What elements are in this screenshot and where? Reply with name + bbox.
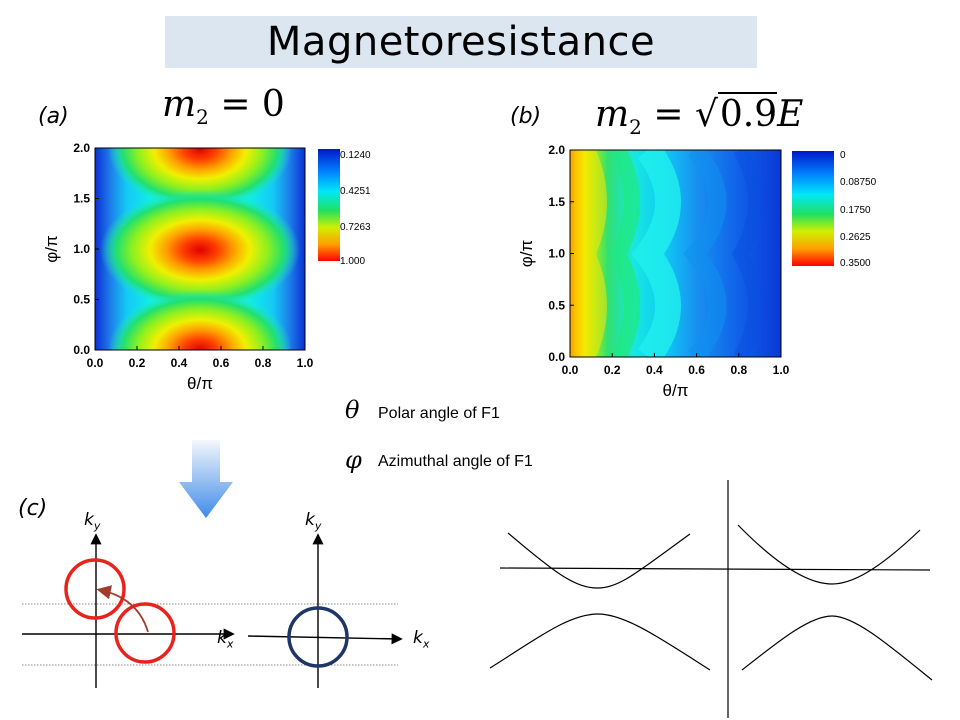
energy-level-line xyxy=(499,567,931,571)
x-axis-label: θ/π xyxy=(187,374,213,393)
eq-b-subscript: 2 xyxy=(629,115,642,140)
shifted-fermi-circle xyxy=(64,558,126,620)
lower-band-left xyxy=(489,613,711,671)
eq-a-rhs: = 0 xyxy=(220,84,285,125)
colorbar-b-tick: 0.2625 xyxy=(840,232,871,243)
heatmap-a-axes: 0.0 0.2 0.4 0.6 0.8 1.0 0.0 0.5 1.0 1.5 2.0 θ/π φ/π xyxy=(42,141,314,393)
ky-left-sub: y xyxy=(93,519,101,533)
kx-label-left: kx xyxy=(217,628,233,650)
panel-b-equation: m2 = √0.9E xyxy=(595,92,804,140)
colorbar-b-tick: 0.3500 xyxy=(840,258,871,269)
x-tick-label: 0.2 xyxy=(129,356,146,370)
y-tick-label: 2.0 xyxy=(73,141,90,155)
colorbar-a-tick: 0.4251 xyxy=(340,186,371,197)
heatmap-b-plot xyxy=(570,150,781,357)
x-tick-label: 0.0 xyxy=(562,363,579,377)
x-tick-label: 1.0 xyxy=(773,363,790,377)
band-structure-diagram xyxy=(489,480,933,718)
eq-a-subscript: 2 xyxy=(196,105,209,130)
x-tick-label: 0.8 xyxy=(255,356,272,370)
colorbar-b-tick: 0.1750 xyxy=(840,205,871,216)
theta-symbol: θ xyxy=(345,396,360,424)
eq-b-symbol: m xyxy=(595,94,630,135)
fermi-circle-diagram xyxy=(22,533,403,688)
y-tick-label: 0.0 xyxy=(548,350,565,364)
y-tick-label: 1.0 xyxy=(73,242,90,256)
lower-band-right xyxy=(741,615,933,681)
ky-right-k: k xyxy=(305,510,315,530)
panel-b-label: (b) xyxy=(510,104,542,129)
kx-right-sub: x xyxy=(422,637,430,651)
x-tick-label: 1.0 xyxy=(297,356,314,370)
colorbar-a-tick: 0.1240 xyxy=(340,150,371,161)
legend-polar-text: Polar angle of F1 xyxy=(378,405,500,422)
y-tick-label: 1.5 xyxy=(73,192,90,206)
heatmap-a-plot xyxy=(95,148,305,350)
y-tick-label: 0.5 xyxy=(73,293,90,307)
panel-a-label: (a) xyxy=(38,104,69,129)
panel-a-equation: m2 = 0 xyxy=(162,84,285,129)
kx-right-k: k xyxy=(413,628,423,648)
colorbar-b-tick: 0.08750 xyxy=(840,177,877,188)
x-tick-label: 0.6 xyxy=(688,363,705,377)
y-axis-label: φ/π xyxy=(42,235,61,262)
y-tick-label: 0.0 xyxy=(73,343,90,357)
phi-symbol: φ xyxy=(345,446,362,474)
kx-axis-right xyxy=(247,633,403,645)
upper-band-left xyxy=(507,532,691,589)
heatmap-b-axes: 0.0 0.2 0.4 0.6 0.8 1.0 0.0 0.5 1.0 1.5 2.0 θ/π φ/π xyxy=(517,143,790,400)
legend-azimuthal-text: Azimuthal angle of F1 xyxy=(378,453,533,470)
kx-left-k: k xyxy=(217,628,227,648)
heatmap-b-figure: 0.0 0.2 0.4 0.6 0.8 1.0 0.0 0.5 1.0 1.5 2.0 θ/π φ/π xyxy=(517,143,834,400)
colorbar-b-tick: 0 xyxy=(840,150,846,161)
y-tick-label: 2.0 xyxy=(548,143,565,157)
sqrt-sign: √ xyxy=(694,94,718,135)
x-tick-label: 0.0 xyxy=(87,356,104,370)
original-fermi-circle xyxy=(114,602,176,664)
eq-b-equals: = xyxy=(653,94,684,135)
x-tick-label: 0.8 xyxy=(730,363,747,377)
heatmap-a-figure: 0.0 0.2 0.4 0.6 0.8 1.0 0.0 0.5 1.0 1.5 2.0 θ/π φ/π xyxy=(42,141,340,393)
centered-fermi-circle xyxy=(287,606,349,668)
x-axis-label: θ/π xyxy=(663,381,689,400)
y-tick-label: 0.5 xyxy=(548,298,565,312)
ky-label-right: ky xyxy=(305,510,321,532)
eq-b-radicand: 0.9 xyxy=(717,92,778,135)
panel-c-label: (c) xyxy=(18,496,48,521)
x-tick-label: 0.4 xyxy=(646,363,663,377)
colorbar-a-tick: 1.000 xyxy=(340,256,366,267)
kx-label-right: kx xyxy=(413,628,429,650)
ky-right-sub: y xyxy=(314,519,322,533)
y-tick-label: 1.0 xyxy=(548,247,565,261)
x-tick-label: 0.6 xyxy=(213,356,230,370)
ky-label-left: ky xyxy=(84,510,100,532)
down-arrow-icon xyxy=(179,440,233,518)
y-tick-label: 1.5 xyxy=(548,195,565,209)
upper-band-right xyxy=(737,524,921,585)
colorbar-a-tick: 0.7263 xyxy=(340,222,371,233)
kx-left-sub: x xyxy=(226,637,234,651)
ky-left-k: k xyxy=(84,510,94,530)
eq-b-var: E xyxy=(777,94,804,135)
title-banner xyxy=(165,16,757,68)
shift-arrow xyxy=(96,585,149,633)
page-title: Magnetoresistance xyxy=(266,19,656,65)
x-tick-label: 0.2 xyxy=(604,363,621,377)
y-axis-label: φ/π xyxy=(517,240,536,267)
x-tick-label: 0.4 xyxy=(171,356,188,370)
colorbar-a xyxy=(318,149,340,261)
eq-a-symbol: m xyxy=(162,84,197,125)
colorbar-b xyxy=(792,151,834,266)
